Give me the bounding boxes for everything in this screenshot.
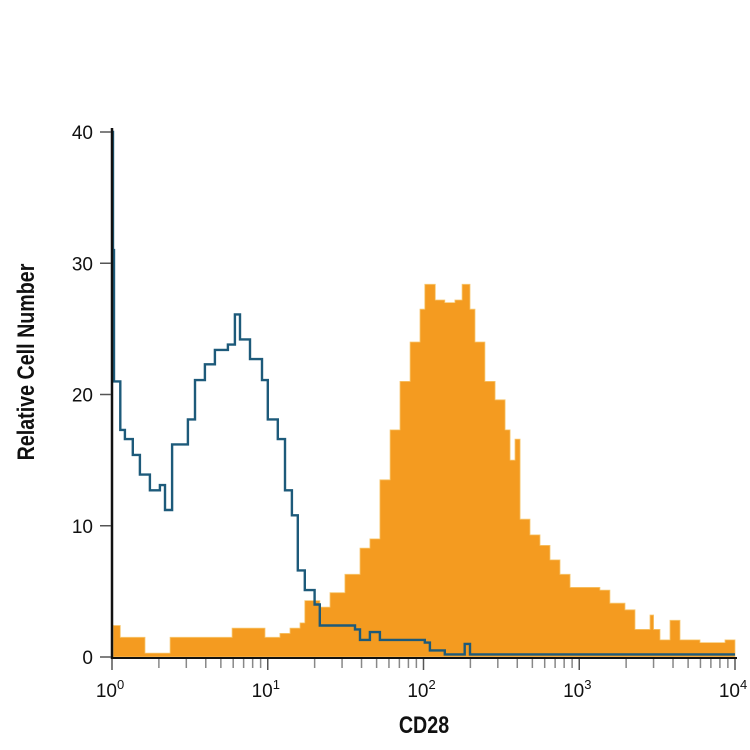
x-tick-label: 101 (252, 677, 280, 702)
series-1-line (111, 130, 735, 656)
x-tick-base: 10 (719, 681, 740, 702)
x-tick-label: 104 (719, 677, 747, 702)
x-tick-base: 10 (252, 681, 273, 702)
y-tick-label: 10 (72, 517, 93, 538)
x-axis-title: CD28 (399, 711, 449, 738)
x-tick-base: 10 (563, 681, 584, 702)
x-tick-exponent: 1 (273, 677, 280, 692)
y-tick-label: 30 (72, 254, 93, 275)
x-tick-base: 10 (407, 681, 428, 702)
x-tick-label: 100 (96, 677, 124, 702)
series-0-area (112, 283, 736, 658)
x-tick-exponent: 2 (428, 677, 435, 692)
ticks-layer (100, 131, 736, 670)
x-tick-exponent: 3 (584, 677, 591, 692)
series-layer (111, 130, 736, 658)
x-tick-labels: 100 101 102 103 104 (96, 677, 747, 702)
x-tick-exponent: 0 (117, 677, 124, 692)
y-axis-title: Relative Cell Number (12, 263, 39, 460)
y-tick-label: 20 (72, 386, 93, 407)
y-tick-label: 40 (72, 123, 93, 144)
x-tick-label: 102 (407, 677, 435, 702)
x-tick-label: 103 (563, 677, 591, 702)
y-tick-label: 0 (82, 648, 93, 669)
y-tick-labels: 0 10 20 30 40 (72, 123, 93, 669)
x-tick-exponent: 4 (740, 677, 747, 692)
x-tick-base: 10 (96, 681, 117, 702)
